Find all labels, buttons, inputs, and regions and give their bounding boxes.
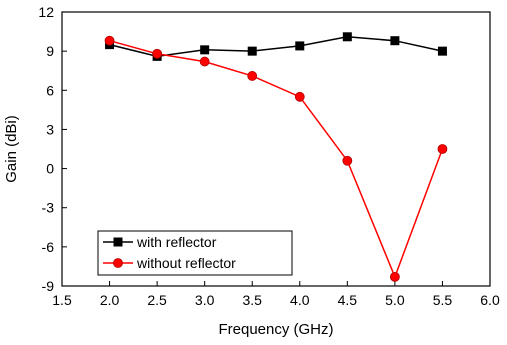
y-tick-label: 0: [46, 161, 54, 177]
y-tick-label: -9: [42, 278, 55, 294]
data-point-with-reflector: [342, 32, 352, 42]
x-axis: 1.5 2.0 2.5 3.0 3.5 4.0 4.5 5.0 5.5 6.0: [52, 281, 500, 308]
plot-frame: [61, 11, 491, 287]
x-tick-label: 5.0: [385, 292, 405, 308]
data-point-with-reflector: [200, 45, 210, 55]
y-tick-label: 9: [46, 43, 54, 59]
y-tick-label: -6: [42, 239, 55, 255]
data-point-without-reflector: [247, 71, 258, 81]
data-point-without-reflector: [199, 56, 210, 67]
data-point-without-reflector: [294, 91, 305, 102]
data-point-with-reflector: [437, 46, 447, 56]
x-tick-label: 1.5: [52, 292, 72, 308]
y-tick-label: 6: [46, 82, 54, 98]
x-tick-label: 2.5: [147, 292, 167, 308]
legend-label-without-reflector: without reflector: [136, 255, 236, 271]
data-point-without-reflector: [104, 35, 115, 46]
data-point-without-reflector: [389, 271, 400, 282]
data-point-with-reflector: [295, 41, 305, 51]
legend: with reflector without reflector: [97, 230, 293, 276]
data-point-without-reflector: [437, 144, 448, 154]
x-tick-label: 3.0: [195, 292, 215, 308]
data-point-with-reflector: [247, 46, 257, 56]
legend-box: [97, 230, 293, 276]
x-axis-title: Frequency (GHz): [218, 321, 333, 338]
x-tick-label: 2.0: [100, 292, 120, 308]
legend-marker-without-reflector: [113, 258, 123, 268]
data-point-with-reflector: [390, 36, 400, 46]
data-point-without-reflector: [152, 48, 163, 59]
y-tick-label: 3: [46, 121, 54, 137]
series-layer: [104, 32, 448, 282]
y-tick-label: -3: [42, 200, 55, 216]
y-axis: -9 -6 -3 0 3 6 9 12: [38, 4, 67, 294]
data-point-without-reflector: [342, 155, 353, 166]
legend-marker-with-reflector: [113, 237, 123, 247]
legend-label-with-reflector: with reflector: [136, 234, 217, 250]
x-tick-label: 3.5: [242, 292, 262, 308]
x-tick-label: 5.5: [433, 292, 453, 308]
x-tick-label: 4.0: [290, 292, 310, 308]
series-line-without-reflector: [109, 39, 444, 279]
y-axis-title: Gain (dBi): [3, 115, 20, 183]
y-tick-label: 12: [38, 4, 54, 20]
x-tick-label: 6.0: [480, 292, 500, 308]
x-tick-label: 4.5: [338, 292, 358, 308]
